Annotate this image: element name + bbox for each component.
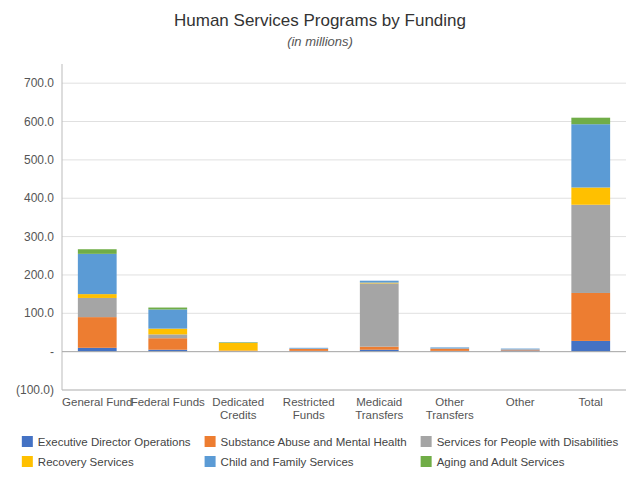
bar-segment — [571, 205, 610, 293]
bar-segment — [571, 341, 610, 352]
legend-item: Recovery Services — [22, 456, 134, 468]
x-axis-line — [62, 390, 626, 391]
bar-segment — [360, 281, 399, 283]
series — [78, 124, 610, 349]
x-tick-label: RestrictedFunds — [283, 396, 335, 421]
grid-line — [62, 83, 626, 84]
series — [78, 205, 610, 350]
subtitle: (in millions) — [287, 34, 353, 49]
bar-segment — [430, 347, 469, 348]
series — [78, 187, 610, 350]
legend-label: Recovery Services — [38, 456, 134, 468]
y-tick-label: 500.0 — [24, 153, 54, 167]
title: Human Services Programs by Funding — [174, 11, 466, 30]
grid-line — [62, 390, 626, 391]
bar-segment — [571, 293, 610, 341]
bar-segment — [289, 348, 328, 349]
bar-segment — [501, 349, 540, 350]
grid-line — [62, 198, 626, 199]
bar-segment — [571, 124, 610, 187]
bar-segment — [360, 283, 399, 346]
bar-segment — [148, 338, 187, 350]
bar-segment — [219, 342, 258, 343]
legend-swatch — [205, 456, 216, 467]
x-tick-label: General Fund — [62, 396, 132, 408]
bar-segment — [78, 348, 117, 352]
y-tick-label: 400.0 — [24, 191, 54, 205]
legend-swatch — [205, 436, 216, 447]
x-tick-label: DedicatedCredits — [212, 396, 264, 421]
legend-label: Child and Family Services — [221, 456, 354, 468]
bar-segment — [219, 343, 258, 351]
bar-segment — [501, 348, 540, 349]
bar-segment — [430, 349, 469, 351]
grid-line — [62, 351, 626, 352]
legend-swatch — [421, 436, 432, 447]
legend-item: Child and Family Services — [205, 456, 354, 468]
grid-line — [62, 121, 626, 122]
legend-item: Executive Director Operations — [22, 436, 191, 448]
legend-label: Aging and Adult Services — [437, 456, 565, 468]
bar-segment — [289, 347, 328, 348]
series — [78, 293, 610, 351]
bar-segment — [430, 347, 469, 349]
legend: Executive Director Operations Substance A… — [22, 436, 619, 468]
bar-segment — [289, 347, 328, 349]
y-tick-label: (100.0) — [16, 383, 54, 397]
x-tick-label: Total — [579, 396, 603, 408]
bar-segment — [78, 249, 117, 254]
legend-swatch — [22, 436, 33, 447]
bar-segment — [78, 298, 117, 317]
y-tick-label: - — [50, 345, 54, 359]
bar-segment — [360, 280, 399, 281]
bar-segment — [289, 348, 328, 349]
bar-segment — [78, 294, 117, 298]
x-tick-label: MedicaidTransfers — [355, 396, 403, 421]
legend-label: Executive Director Operations — [38, 436, 191, 448]
y-axis-line — [62, 64, 63, 390]
bar-segment — [78, 254, 117, 294]
bar-segment — [78, 317, 117, 348]
series — [78, 118, 610, 343]
bar-segment — [148, 334, 187, 338]
y-tick-label: 300.0 — [24, 230, 54, 244]
bar-segment — [219, 342, 258, 343]
grid-line — [62, 274, 626, 275]
bar-segment — [501, 348, 540, 350]
bar-segment — [571, 118, 610, 125]
legend-label: Substance Abuse and Mental Health — [221, 436, 407, 448]
bar-segment — [148, 309, 187, 328]
bar-segment — [289, 349, 328, 351]
bar-segment — [501, 349, 540, 351]
bar-segment — [571, 187, 610, 204]
bar-segment — [430, 348, 469, 350]
bar-segment — [148, 329, 187, 335]
legend-item: Substance Abuse and Mental Health — [205, 436, 407, 448]
bar-segment — [148, 308, 187, 310]
y-tick-label: 100.0 — [24, 306, 54, 320]
x-tick-label: Federal Funds — [131, 396, 205, 408]
grid-line — [62, 313, 626, 314]
y-tick-label: 600.0 — [24, 115, 54, 129]
grid-line — [62, 236, 626, 237]
y-tick-label: 200.0 — [24, 268, 54, 282]
grid-line — [62, 159, 626, 160]
bar-segment — [501, 349, 540, 350]
x-tick-label: OtherTransfers — [426, 396, 474, 421]
bars — [78, 118, 610, 352]
legend-label: Services for People with Disabilities — [437, 436, 619, 448]
y-tick-label: 700.0 — [24, 76, 54, 90]
chart: Human Services Programs by Funding (in mi… — [0, 0, 640, 480]
bar-segment — [360, 347, 399, 350]
zero-line — [62, 351, 626, 352]
legend-swatch — [22, 456, 33, 467]
x-tick-label: Other — [506, 396, 535, 408]
grid — [62, 83, 626, 390]
legend-swatch — [421, 456, 432, 467]
legend-item: Services for People with Disabilities — [421, 436, 619, 448]
bar-segment — [430, 348, 469, 349]
legend-item: Aging and Adult Services — [421, 456, 565, 468]
